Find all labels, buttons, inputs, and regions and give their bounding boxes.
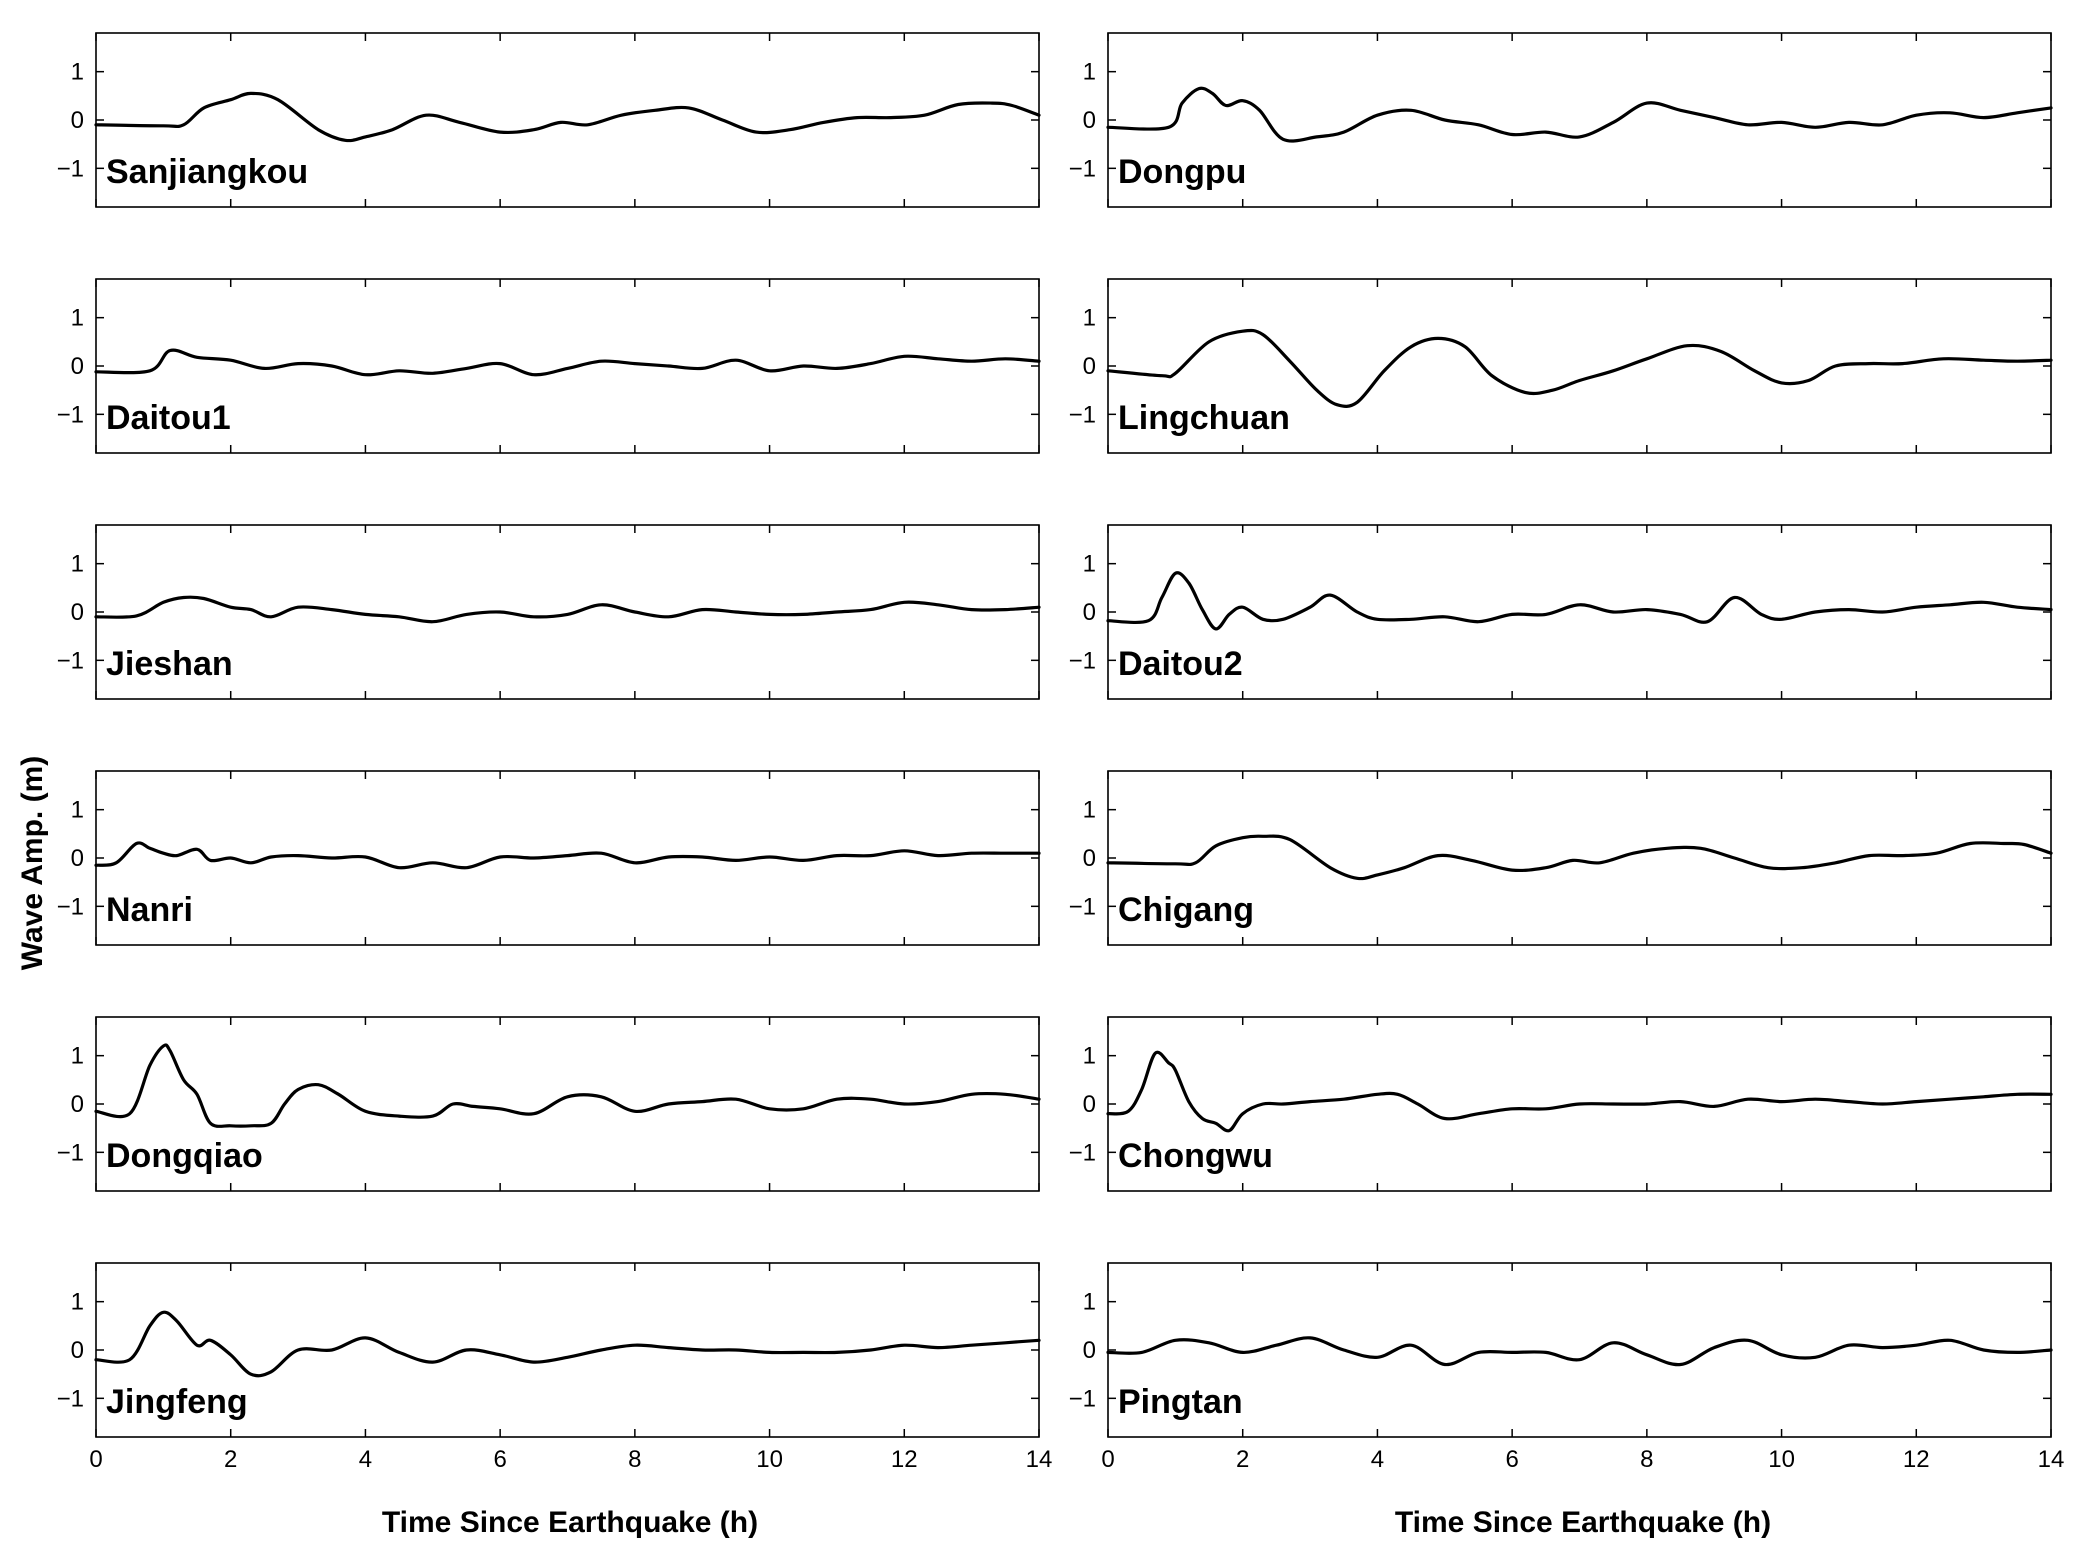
y-tick-label: 1 [1083, 1289, 1096, 1316]
panel-frame [1107, 1262, 2052, 1438]
x-tick-label: 8 [1640, 1446, 1653, 1473]
x-tick-label: 6 [493, 1446, 506, 1473]
y-tick-label: −1 [1069, 155, 1096, 182]
station-label: Chongwu [1118, 1137, 1273, 1175]
panel-jingfeng: 0 2 4 6 8 10 12 14 −1 0 1 Jingfeng [57, 1262, 1053, 1473]
y-tick-label: −1 [57, 401, 84, 428]
station-label: Pingtan [1118, 1383, 1243, 1421]
y-tick-label: 0 [1083, 1091, 1096, 1118]
series-line-pingtan [1106, 1336, 2053, 1367]
y-tick-label: 0 [1083, 845, 1096, 872]
y-tick-label: −1 [1069, 893, 1096, 920]
series-line-chongwu [1106, 1050, 2053, 1133]
y-tick-label: −1 [57, 1139, 84, 1166]
y-tick-label: 1 [1083, 305, 1096, 332]
x-tick-label: 0 [1101, 1446, 1114, 1473]
station-label: Chigang [1118, 891, 1254, 929]
y-tick-label: 0 [1083, 1337, 1096, 1364]
series-line-dongqiao [94, 1043, 1041, 1128]
panel-daitou2: −1 0 1 Daitou2 [1069, 524, 2053, 700]
x-tick-label: 0 [89, 1446, 102, 1473]
y-tick-label: −1 [57, 1385, 84, 1412]
series-line-chigang [1106, 834, 2053, 881]
y-tick-label: 0 [71, 353, 84, 380]
y-tick-label: −1 [57, 155, 84, 182]
y-tick-label: 1 [71, 305, 84, 332]
y-tick-label: −1 [57, 647, 84, 674]
x-tick-label: 14 [1026, 1446, 1053, 1473]
x-tick-label: 10 [756, 1446, 783, 1473]
panel-dongpu: −1 0 1 Dongpu [1069, 32, 2053, 208]
station-label: Nanri [106, 891, 193, 929]
y-tick-label: 1 [1083, 551, 1096, 578]
y-tick-label: 0 [71, 599, 84, 626]
panel-frame [95, 524, 1040, 700]
y-tick-label: 0 [71, 107, 84, 134]
x-tick-label: 2 [1236, 1446, 1249, 1473]
x-tick-label: 6 [1505, 1446, 1518, 1473]
series-line-jingfeng [94, 1310, 1041, 1378]
x-axis-title-left: Time Since Earthquake (h) [382, 1506, 758, 1539]
y-tick-label: 1 [71, 797, 84, 824]
y-tick-label: −1 [1069, 1385, 1096, 1412]
y-tick-label: 1 [1083, 797, 1096, 824]
station-label: Jieshan [106, 645, 233, 683]
y-tick-label: 0 [1083, 107, 1096, 134]
y-tick-label: 0 [1083, 599, 1096, 626]
x-axis-title-right: Time Since Earthquake (h) [1395, 1506, 1771, 1539]
series-line-lingchuan [1106, 328, 2053, 408]
y-tick-label: 1 [71, 1289, 84, 1316]
station-label: Sanjiangkou [106, 153, 308, 191]
panel-nanri: −1 0 1 Nanri [57, 770, 1041, 946]
x-tick-label: 12 [1903, 1446, 1930, 1473]
x-tick-label: 10 [1768, 1446, 1795, 1473]
x-tick-label: 2 [224, 1446, 237, 1473]
y-tick-label: 1 [71, 551, 84, 578]
panel-lingchuan: −1 0 1 Lingchuan [1069, 278, 2053, 454]
y-tick-label: 1 [71, 59, 84, 86]
series-line-jieshan [94, 595, 1041, 624]
x-tick-label: 12 [891, 1446, 918, 1473]
y-tick-label: −1 [1069, 401, 1096, 428]
y-tick-label: 0 [71, 845, 84, 872]
x-tick-label: 14 [2038, 1446, 2065, 1473]
panel-sanjiangkou: −1 0 1 Sanjiangkou [57, 32, 1041, 208]
y-axis-title: Wave Amp. (m) [16, 756, 49, 970]
station-label: Jingfeng [106, 1383, 248, 1421]
station-label: Dongpu [1118, 153, 1246, 191]
panel-daitou1: −1 0 1 Daitou1 [57, 278, 1041, 454]
y-tick-label: −1 [57, 893, 84, 920]
y-tick-label: 0 [71, 1091, 84, 1118]
panel-jieshan: −1 0 1 Jieshan [57, 524, 1041, 700]
y-tick-label: 1 [1083, 59, 1096, 86]
y-tick-label: 1 [1083, 1043, 1096, 1070]
series-line-sanjiangkou [94, 91, 1041, 143]
y-tick-label: −1 [1069, 1139, 1096, 1166]
y-tick-label: −1 [1069, 647, 1096, 674]
x-tick-label: 8 [628, 1446, 641, 1473]
series-line-dongpu [1106, 86, 2053, 143]
x-tick-label: 4 [1371, 1446, 1384, 1473]
station-label: Lingchuan [1118, 399, 1290, 437]
station-label: Dongqiao [106, 1137, 263, 1175]
station-label: Daitou1 [106, 399, 231, 437]
y-tick-label: 0 [1083, 353, 1096, 380]
station-label: Daitou2 [1118, 645, 1243, 683]
panel-pingtan: 0 2 4 6 8 10 12 14 −1 0 1 Pingtan [1069, 1262, 2065, 1473]
panels: −1 0 1 Sanjiangkou −1 0 1 Dongpu −1 0 1 Daitou1 −1 0 1… [57, 32, 2065, 1473]
y-tick-label: 1 [71, 1043, 84, 1070]
x-tick-label: 4 [359, 1446, 372, 1473]
series-line-nanri [94, 841, 1041, 870]
series-line-daitou2 [1106, 571, 2053, 631]
y-tick-label: 0 [71, 1337, 84, 1364]
panel-dongqiao: −1 0 1 Dongqiao [57, 1016, 1041, 1192]
series-line-daitou1 [94, 348, 1041, 377]
panel-chongwu: −1 0 1 Chongwu [1069, 1016, 2053, 1192]
panel-chigang: −1 0 1 Chigang [1069, 770, 2053, 946]
panel-frame [1107, 32, 2052, 208]
panel-frame [95, 278, 1040, 454]
